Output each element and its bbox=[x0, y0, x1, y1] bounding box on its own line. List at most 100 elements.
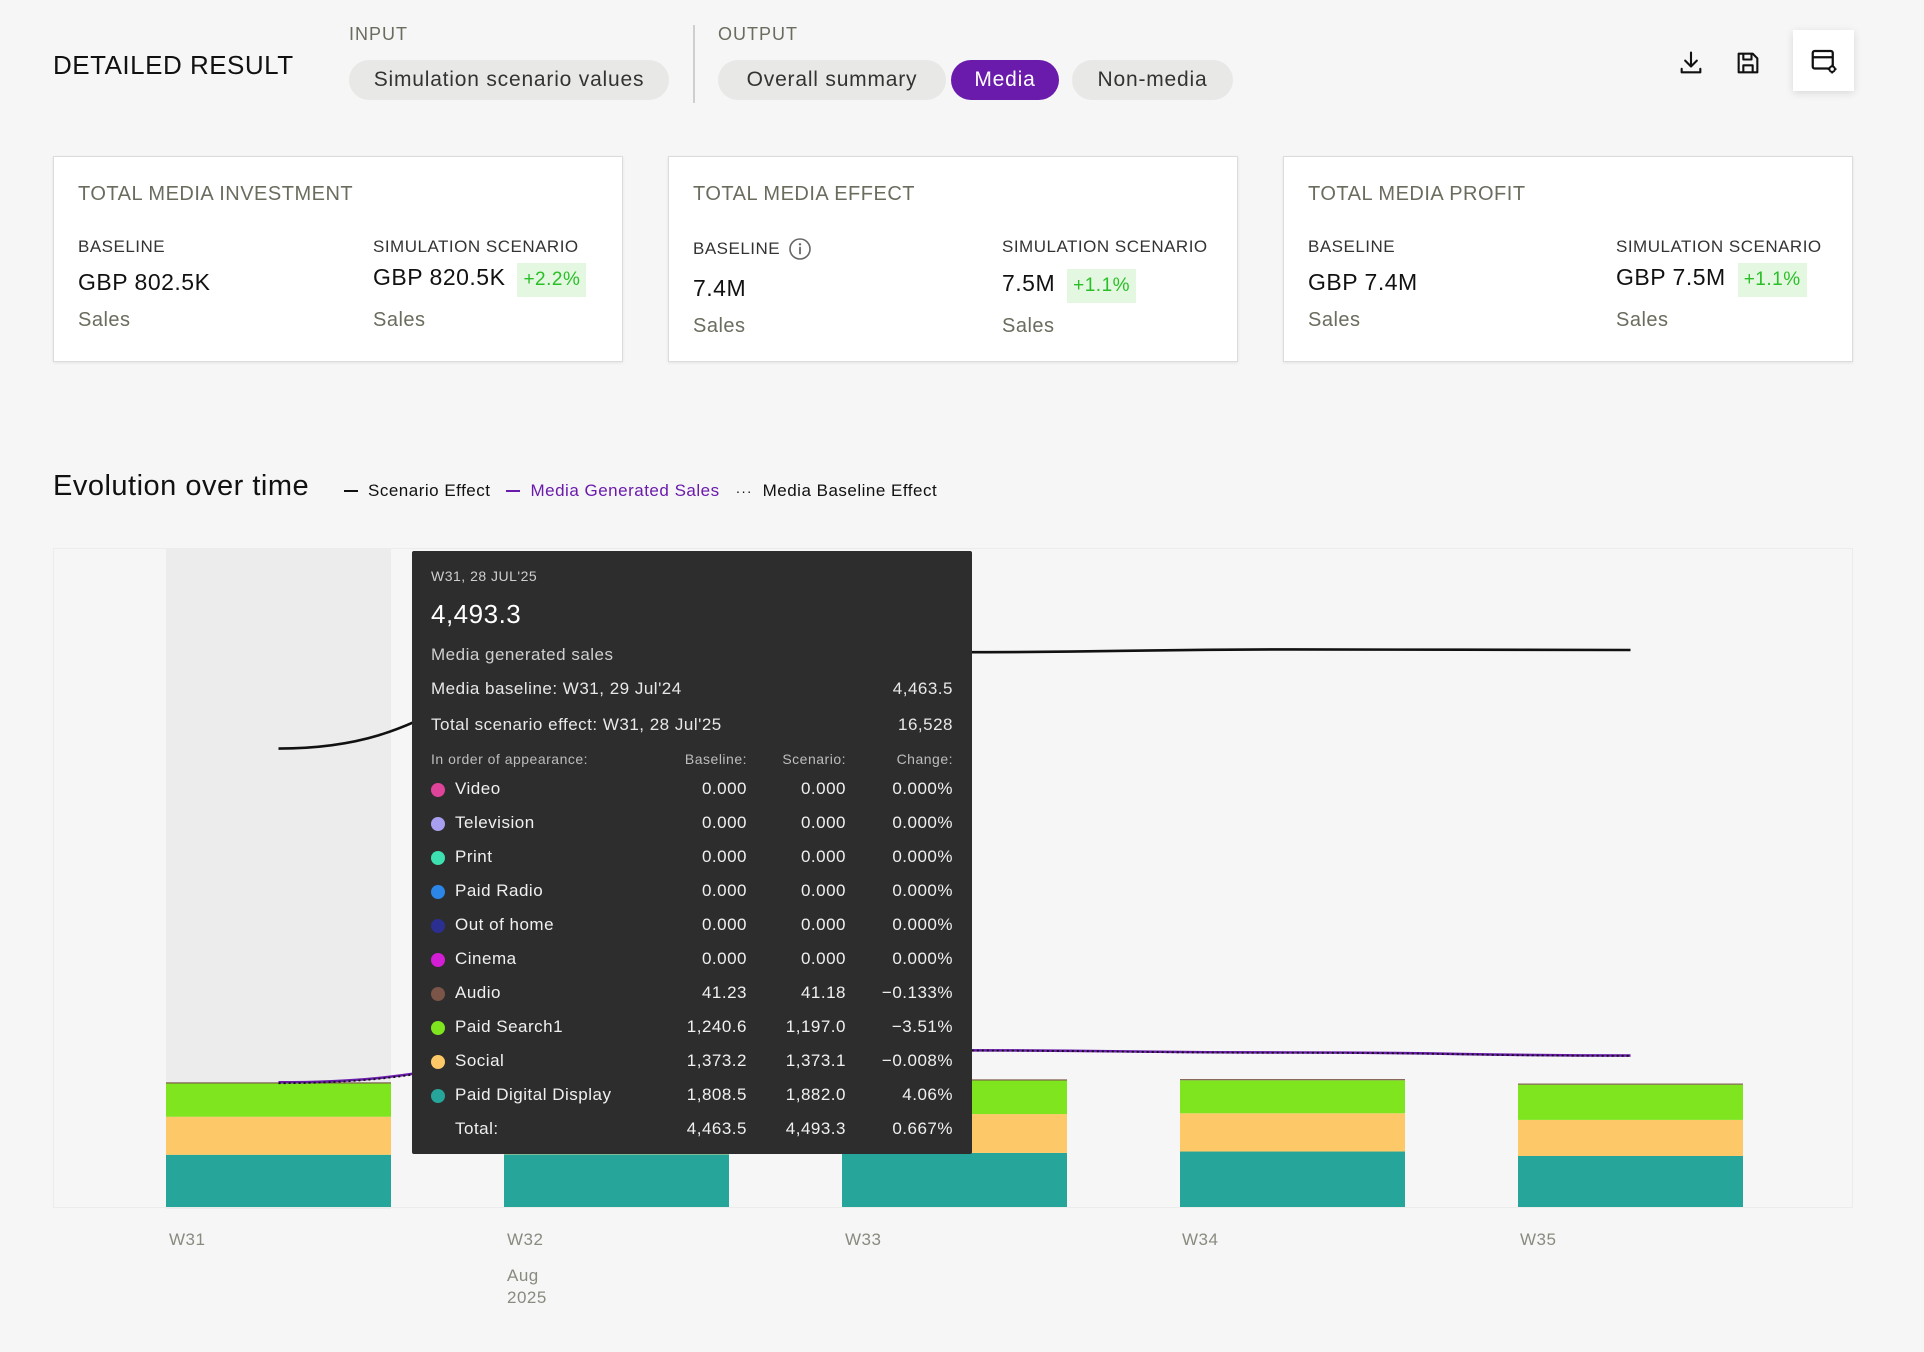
legend-swatch: ··· bbox=[735, 483, 753, 499]
cell-label: Paid Search1 bbox=[455, 1017, 564, 1036]
bar-segment[interactable] bbox=[1180, 1151, 1405, 1207]
tooltip-baseline-label: Media baseline: W31, 29 Jul'24 bbox=[431, 679, 682, 698]
cell-label: Out of home bbox=[455, 915, 555, 934]
x-year-label: 2025 bbox=[507, 1288, 547, 1307]
cell-label: Television bbox=[455, 813, 535, 832]
cell-change: 0.000% bbox=[892, 915, 953, 934]
header-order: In order of appearance: bbox=[431, 751, 589, 767]
legend-swatch bbox=[506, 490, 521, 492]
input-group-label: INPUT bbox=[349, 24, 408, 44]
cell-scenario: 0.000 bbox=[800, 813, 846, 832]
download-icon bbox=[1680, 51, 1702, 74]
bar-segment[interactable] bbox=[1518, 1155, 1743, 1207]
bar-segment[interactable] bbox=[1180, 1080, 1405, 1114]
output-group-label: OUTPUT bbox=[718, 24, 798, 44]
x-tick-label: W33 bbox=[845, 1230, 882, 1249]
tooltip-total-row: Total: 4,463.5 4,493.3 0.667% bbox=[431, 1119, 953, 1143]
cell-baseline: 0.000 bbox=[701, 779, 747, 798]
cell-change: −0.008% bbox=[881, 1051, 953, 1070]
cell-label: Paid Radio bbox=[455, 881, 544, 900]
tooltip-total-value: 16,528 bbox=[898, 715, 953, 734]
header: DETAILED RESULT INPUT Simulation scenari… bbox=[0, 0, 1924, 120]
cell-change: 0.000% bbox=[892, 881, 953, 900]
tooltip-row-out-of-home: Out of home 0.000 0.000 0.000% bbox=[431, 915, 953, 939]
tooltip-value: 4,493.3 bbox=[431, 599, 522, 629]
x-month-label: Aug bbox=[507, 1266, 539, 1285]
bar-segment[interactable] bbox=[1518, 1084, 1743, 1120]
bar-segment[interactable] bbox=[1518, 1119, 1743, 1156]
divider bbox=[693, 25, 695, 103]
total-scenario: 4,493.3 bbox=[785, 1119, 846, 1138]
tooltip-total-label: Total scenario effect: W31, 28 Jul'25 bbox=[431, 715, 722, 734]
cell-scenario: 1,373.1 bbox=[785, 1051, 846, 1070]
cell-label: Paid Digital Display bbox=[455, 1085, 612, 1104]
bar-segment[interactable] bbox=[504, 1154, 729, 1207]
legend-label: Media Generated Sales bbox=[530, 481, 720, 500]
tooltip-date: W31, 28 JUL'25 bbox=[431, 568, 538, 584]
baseline-label: BASELINE bbox=[693, 237, 812, 261]
card-title: TOTAL MEDIA INVESTMENT bbox=[78, 183, 354, 205]
bar-segment[interactable] bbox=[166, 1116, 391, 1155]
legend-dot bbox=[431, 953, 445, 967]
header-scenario: Scenario: bbox=[782, 751, 846, 767]
legend-dot bbox=[431, 1021, 445, 1035]
bar-segment[interactable] bbox=[166, 1083, 391, 1117]
cell-label: Social bbox=[455, 1051, 505, 1070]
tooltip-row-cinema: Cinema 0.000 0.000 0.000% bbox=[431, 949, 953, 973]
table-settings-button[interactable] bbox=[1793, 30, 1854, 91]
tooltip-row-social: Social 1,373.2 1,373.1 −0.008% bbox=[431, 1051, 953, 1075]
tooltip-row-television: Television 0.000 0.000 0.000% bbox=[431, 813, 953, 837]
cell-change: 0.000% bbox=[892, 779, 953, 798]
download-button[interactable] bbox=[1672, 44, 1710, 82]
bar-segment[interactable] bbox=[166, 1154, 391, 1207]
tooltip-baseline-line: Media baseline: W31, 29 Jul'24 4,463.5 bbox=[431, 679, 953, 699]
baseline-label: BASELINE bbox=[1308, 237, 1396, 256]
scenario-label: SIMULATION SCENARIO bbox=[1002, 237, 1208, 256]
cell-scenario: 1,197.0 bbox=[785, 1017, 846, 1036]
bar-segment[interactable] bbox=[1180, 1113, 1405, 1152]
tab-media[interactable]: Media bbox=[951, 60, 1059, 100]
info-icon[interactable] bbox=[788, 237, 812, 261]
card-total-media-profit: TOTAL MEDIA PROFIT BASELINE GBP 7.4M Sal… bbox=[1283, 156, 1853, 362]
delta-badge: +1.1% bbox=[1737, 263, 1807, 297]
legend-dot bbox=[431, 817, 445, 831]
cell-change: −3.51% bbox=[891, 1017, 953, 1036]
cell-change: 0.000% bbox=[892, 949, 953, 968]
tooltip-value-label: Media generated sales bbox=[431, 645, 614, 664]
save-button[interactable] bbox=[1729, 44, 1767, 82]
bar-segment[interactable] bbox=[1180, 1079, 1405, 1081]
legend-media-generated-sales[interactable]: Media Generated Sales bbox=[506, 481, 719, 501]
legend-swatch bbox=[344, 490, 358, 492]
delta-badge: +1.1% bbox=[1067, 269, 1137, 303]
tab-overall-summary[interactable]: Overall summary bbox=[718, 60, 946, 100]
cell-scenario: 41.18 bbox=[800, 983, 846, 1002]
legend-dot bbox=[431, 1055, 445, 1069]
baseline-value: 7.4M bbox=[693, 275, 747, 301]
bar-segment[interactable] bbox=[1518, 1083, 1743, 1085]
baseline-unit: Sales bbox=[78, 309, 131, 331]
x-tick-label: W34 bbox=[1182, 1230, 1219, 1249]
x-tick-label: W35 bbox=[1520, 1230, 1557, 1249]
scenario-unit: Sales bbox=[1616, 309, 1669, 331]
tooltip-row-audio: Audio 41.23 41.18 −0.133% bbox=[431, 983, 953, 1007]
cell-label: Cinema bbox=[455, 949, 517, 968]
legend-media-baseline-effect[interactable]: ··· Media Baseline Effect bbox=[736, 481, 938, 501]
baseline-unit: Sales bbox=[1308, 309, 1361, 331]
bar-segment[interactable] bbox=[842, 1152, 1067, 1207]
x-tick-label: W31 bbox=[169, 1230, 206, 1249]
tooltip-row-paid-digital-display: Paid Digital Display 1,808.5 1,882.0 4.06% bbox=[431, 1085, 953, 1109]
tooltip-baseline-value: 4,463.5 bbox=[892, 679, 953, 698]
cell-baseline: 0.000 bbox=[701, 949, 747, 968]
x-tick-label: W32 bbox=[507, 1230, 544, 1249]
scenario-unit: Sales bbox=[1002, 315, 1055, 337]
scenario-unit: Sales bbox=[373, 309, 426, 331]
tab-non-media[interactable]: Non-media bbox=[1072, 60, 1233, 100]
tab-simulation-scenario-values[interactable]: Simulation scenario values bbox=[349, 60, 669, 100]
cell-baseline: 0.000 bbox=[701, 881, 747, 900]
cell-scenario: 0.000 bbox=[800, 847, 846, 866]
legend-scenario-effect[interactable]: Scenario Effect bbox=[344, 481, 490, 501]
baseline-value: GBP 7.4M bbox=[1308, 269, 1418, 295]
save-icon bbox=[1737, 52, 1759, 74]
total-baseline: 4,463.5 bbox=[686, 1119, 747, 1138]
cell-scenario: 1,882.0 bbox=[785, 1085, 846, 1104]
